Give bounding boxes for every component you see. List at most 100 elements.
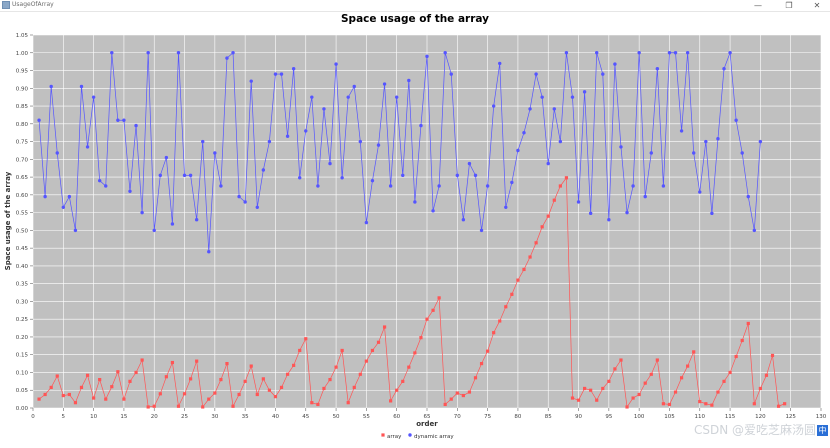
data-point (558, 139, 563, 144)
data-point (619, 358, 623, 362)
x-tick-label: 80 (514, 414, 521, 420)
series-line (38, 176, 785, 408)
data-point (97, 178, 102, 183)
data-point (328, 377, 332, 382)
data-point (61, 393, 65, 398)
y-tick-label: 0.20 (16, 335, 29, 341)
x-tick-label: 130 (816, 414, 827, 420)
legend: array dynamic array (381, 433, 454, 440)
data-point (770, 353, 775, 358)
x-tick-label: 115 (725, 414, 736, 420)
data-point (128, 379, 132, 383)
data-point (79, 84, 84, 89)
data-point (570, 396, 575, 400)
data-point (49, 385, 53, 389)
data-point (364, 359, 368, 363)
data-point (273, 72, 278, 76)
data-point (552, 107, 556, 111)
data-point (207, 249, 211, 254)
data-point (649, 372, 653, 376)
y-tick-label: 0.40 (16, 264, 29, 270)
ime-badge[interactable]: 中 (817, 425, 828, 436)
x-tick-label: 45 (302, 414, 309, 420)
data-point (322, 107, 326, 111)
data-point (692, 350, 696, 354)
data-point (528, 255, 532, 259)
data-point (601, 386, 605, 391)
data-point (582, 90, 587, 94)
data-point (195, 359, 199, 363)
x-tick-label: 65 (424, 414, 431, 420)
close-button[interactable]: ✕ (813, 1, 821, 10)
chart-panel: Space usage of the array 0.00 0.05 0.10 0.1… (0, 11, 830, 444)
y-tick-label: 0.90 (16, 86, 29, 92)
data-point (685, 51, 690, 55)
data-point (116, 370, 120, 374)
data-point (279, 72, 284, 76)
window-titlebar: UsageOfArray — ❐ ✕ (0, 0, 830, 12)
data-point (437, 296, 441, 300)
data-point (98, 377, 102, 382)
data-point (164, 375, 168, 379)
data-point (219, 377, 223, 382)
maximize-button[interactable]: ❐ (785, 1, 793, 10)
data-point (419, 123, 423, 128)
data-point (752, 228, 757, 233)
data-point (328, 161, 332, 166)
data-point (679, 129, 684, 133)
x-tick-label: 35 (242, 414, 249, 420)
data-point (467, 390, 472, 394)
data-point (455, 391, 459, 395)
data-point (91, 95, 96, 99)
y-tick-label: 0.30 (16, 299, 29, 305)
data-point (601, 72, 605, 76)
chart-title: Space usage of the array (341, 13, 489, 25)
data-point (613, 62, 617, 66)
x-tick-label: 20 (151, 414, 158, 420)
data-point (667, 402, 672, 407)
data-point (261, 168, 266, 172)
data-point (643, 381, 647, 385)
y-tick-label: 0.65 (16, 175, 29, 181)
data-point (564, 176, 569, 180)
y-tick-label: 0.50 (16, 228, 29, 234)
data-point (370, 178, 375, 183)
data-point (292, 363, 296, 367)
data-point (431, 308, 435, 312)
minimize-button[interactable]: — (754, 1, 762, 10)
y-tick-label: 0.95 (16, 69, 29, 75)
axis-ticks: 0.00 0.05 0.10 0.15 0.20 0.25 0.30 0.35 0.40 0.45… (16, 33, 827, 420)
data-point (43, 194, 47, 199)
data-point (285, 134, 290, 138)
data-point (364, 220, 369, 225)
data-point (583, 386, 587, 391)
data-point (522, 130, 526, 135)
data-point (679, 376, 684, 380)
data-point (55, 151, 59, 155)
legend-label: array (387, 434, 402, 440)
data-point (437, 184, 441, 188)
y-tick-label: 0.55 (16, 211, 29, 217)
data-point (619, 145, 623, 149)
data-point (110, 385, 114, 389)
y-tick-label: 0.15 (16, 353, 29, 359)
data-point (413, 200, 417, 204)
y-tick-label: 0.60 (16, 193, 29, 199)
data-point (285, 372, 290, 376)
data-point (734, 354, 738, 359)
data-point (237, 392, 241, 397)
data-point (358, 372, 362, 376)
data-point (564, 51, 569, 55)
data-point (231, 404, 235, 408)
data-point (722, 379, 726, 383)
data-point (158, 173, 162, 178)
series-layer (37, 51, 787, 409)
x-tick-label: 100 (634, 414, 645, 420)
data-point (298, 348, 302, 353)
data-point (673, 51, 678, 55)
data-point (576, 200, 581, 204)
data-point (498, 61, 502, 66)
data-point (304, 337, 308, 341)
x-tick-label: 85 (545, 414, 552, 420)
data-point (170, 222, 175, 226)
